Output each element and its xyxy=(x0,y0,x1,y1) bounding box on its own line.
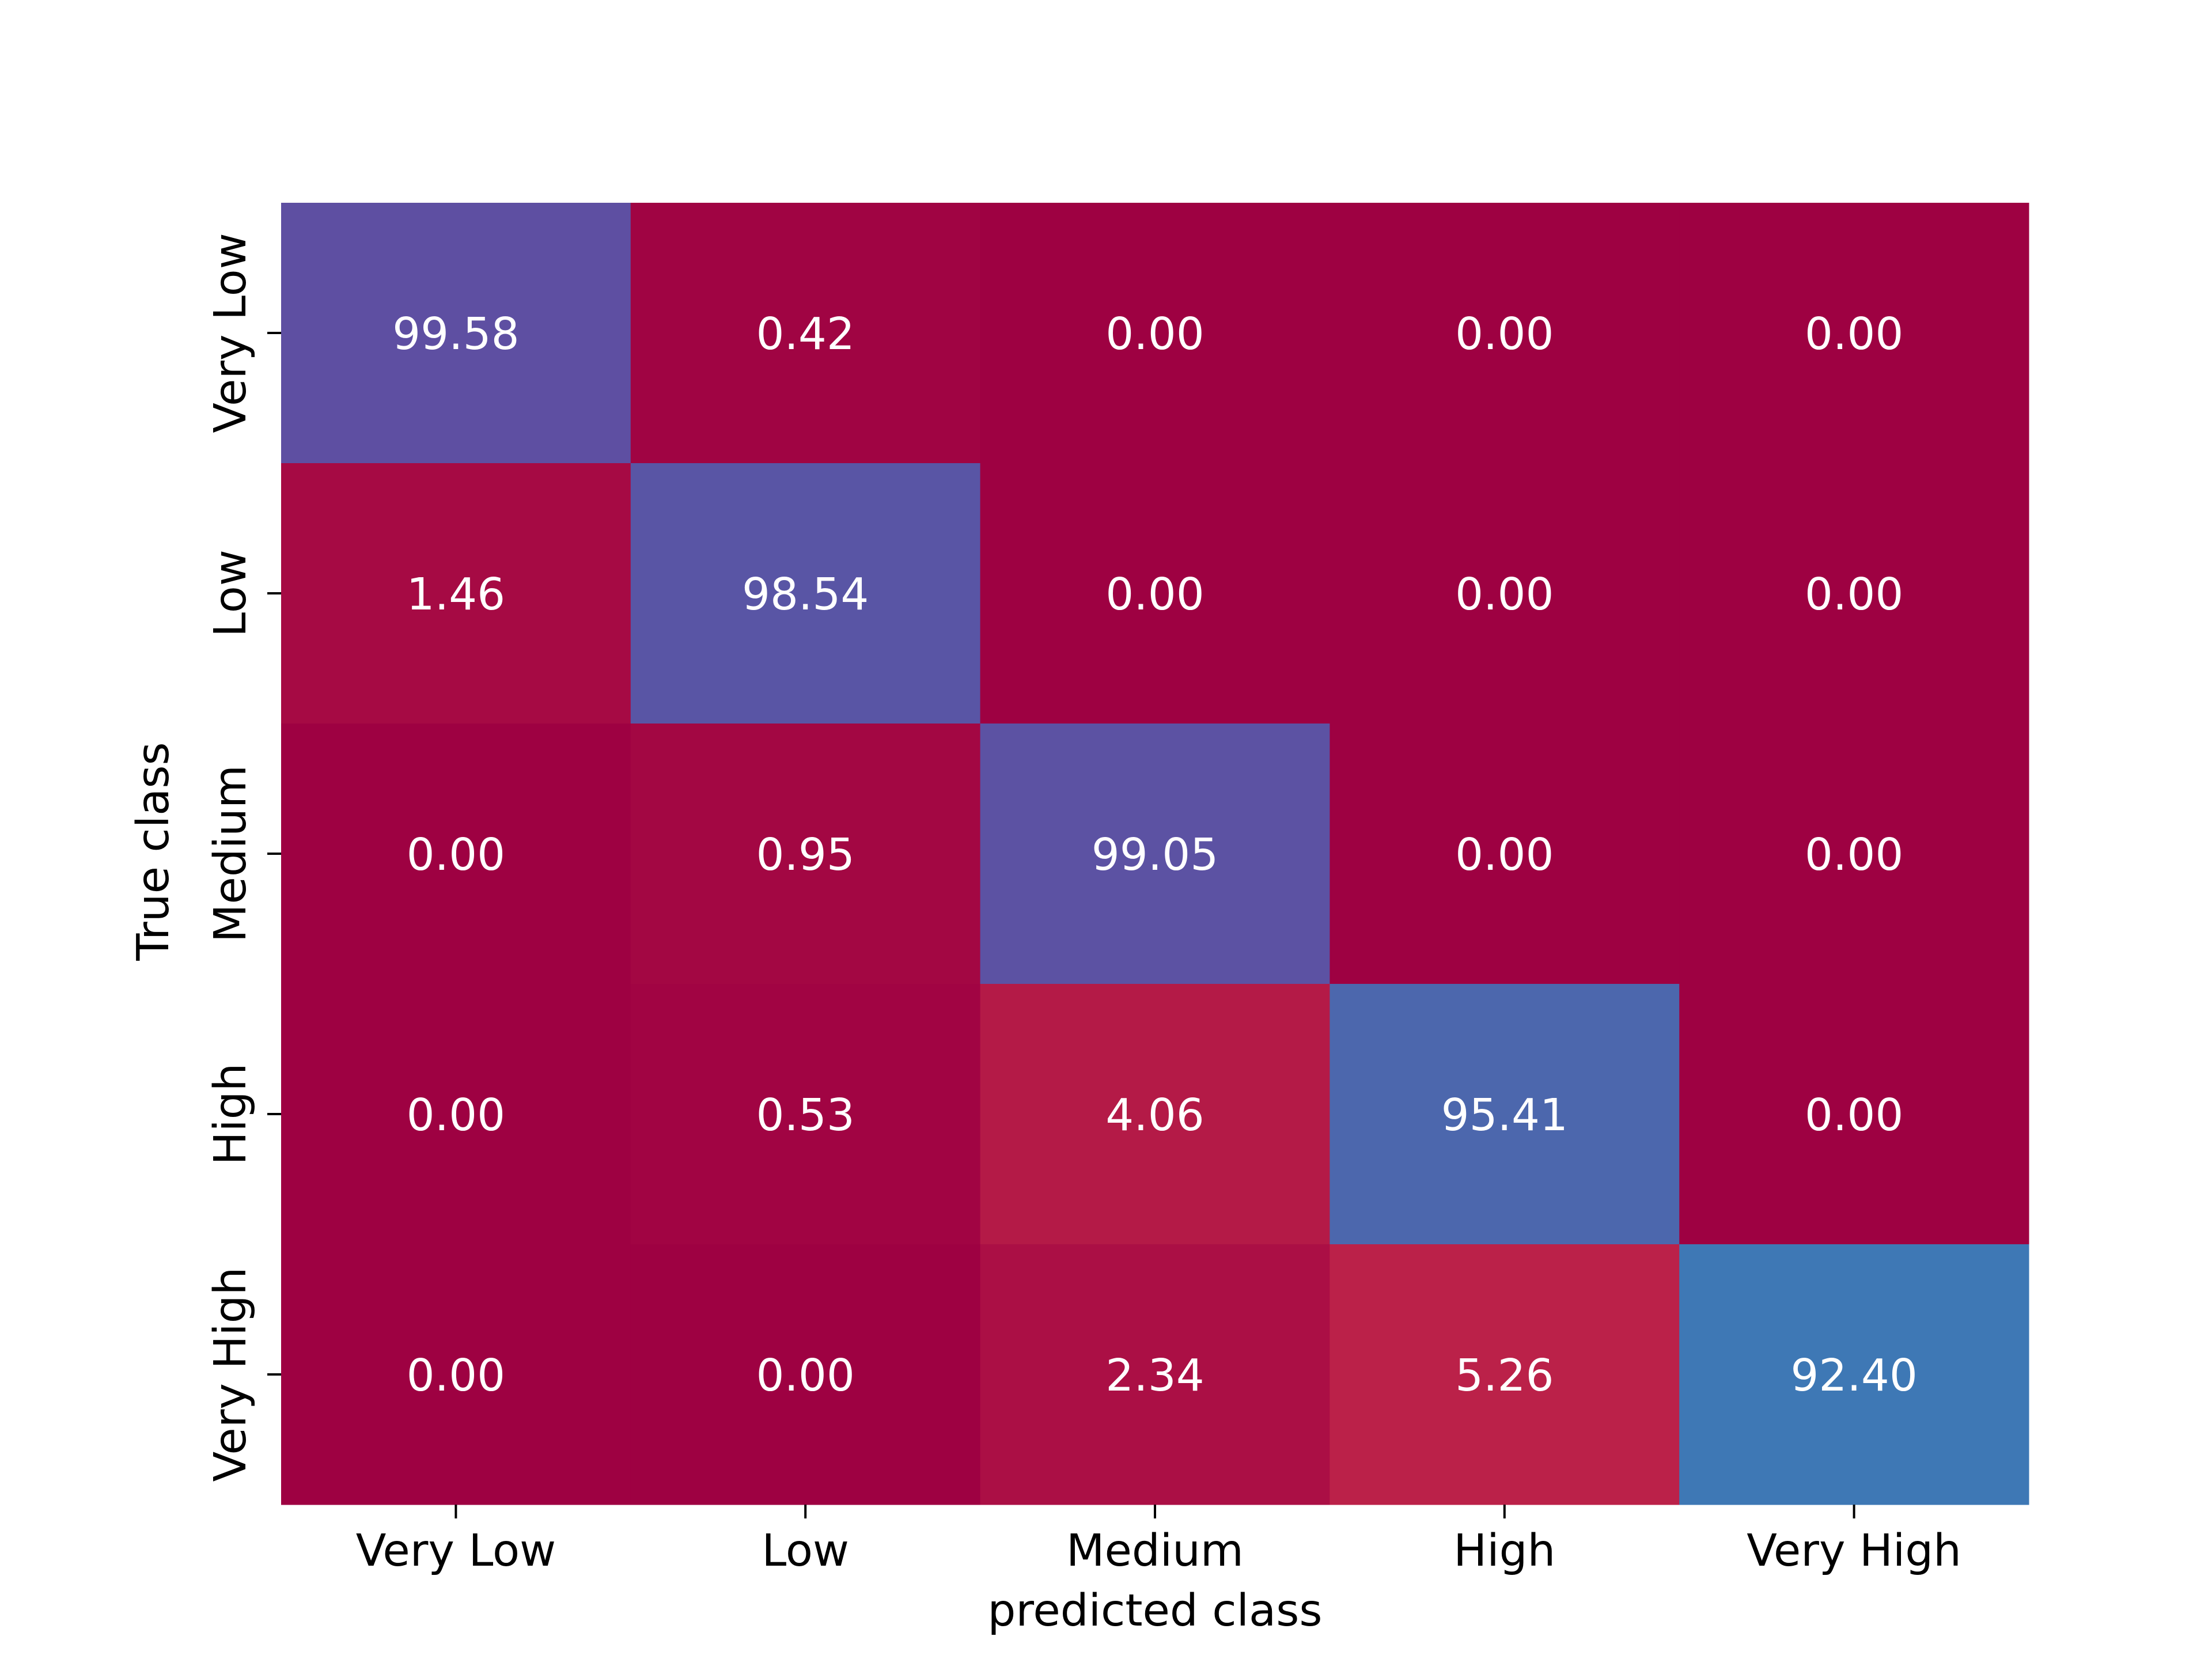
y-tick-label: Very Low xyxy=(205,233,256,433)
cell-value-label: 0.00 xyxy=(1105,569,1204,620)
x-tick-label: Very Low xyxy=(356,1525,556,1577)
cell-value-label: 1.46 xyxy=(407,569,505,620)
cell-value-label: 0.00 xyxy=(1105,309,1204,360)
cell-value-label: 5.26 xyxy=(1455,1350,1554,1402)
cell-value-label: 0.00 xyxy=(1805,1090,1903,1141)
cell-value-label: 0.00 xyxy=(1455,309,1554,360)
cell-value-label: 92.40 xyxy=(1790,1350,1917,1402)
cell-value-label: 0.95 xyxy=(756,830,854,881)
cell-value-label: 0.00 xyxy=(1455,569,1554,620)
cell-value-label: 0.53 xyxy=(756,1090,854,1141)
cell-value-label: 0.00 xyxy=(407,1090,505,1141)
cell-value-label: 0.00 xyxy=(1805,830,1903,881)
y-tick-label: High xyxy=(205,1063,256,1165)
cell-value-label: 95.41 xyxy=(1441,1090,1568,1141)
cell-value-label: 0.00 xyxy=(1805,309,1903,360)
y-tick-label: Very High xyxy=(205,1267,256,1482)
cell-value-label: 0.00 xyxy=(407,830,505,881)
cell-value-label: 0.00 xyxy=(407,1350,505,1402)
cell-value-label: 0.00 xyxy=(756,1350,854,1402)
x-tick-label: Very High xyxy=(1747,1525,1961,1577)
y-tick-label: Medium xyxy=(205,765,256,942)
cell-value-label: 4.06 xyxy=(1105,1090,1204,1141)
cell-value-label: 98.54 xyxy=(742,569,869,620)
cell-value-label: 0.00 xyxy=(1805,569,1903,620)
x-tick-label: High xyxy=(1453,1525,1555,1577)
cell-value-label: 0.42 xyxy=(756,309,854,360)
x-tick-label: Medium xyxy=(1066,1525,1244,1577)
cell-value-label: 99.05 xyxy=(1092,830,1218,881)
y-tick-label: Low xyxy=(205,550,256,637)
cell-value-label: 99.58 xyxy=(392,309,519,360)
cell-value-label: 0.00 xyxy=(1455,830,1554,881)
cell-value-label: 2.34 xyxy=(1105,1350,1204,1402)
y-axis-label: True class xyxy=(128,742,179,961)
x-tick-label: Low xyxy=(762,1525,849,1577)
x-axis-label: predicted class xyxy=(988,1585,1323,1637)
